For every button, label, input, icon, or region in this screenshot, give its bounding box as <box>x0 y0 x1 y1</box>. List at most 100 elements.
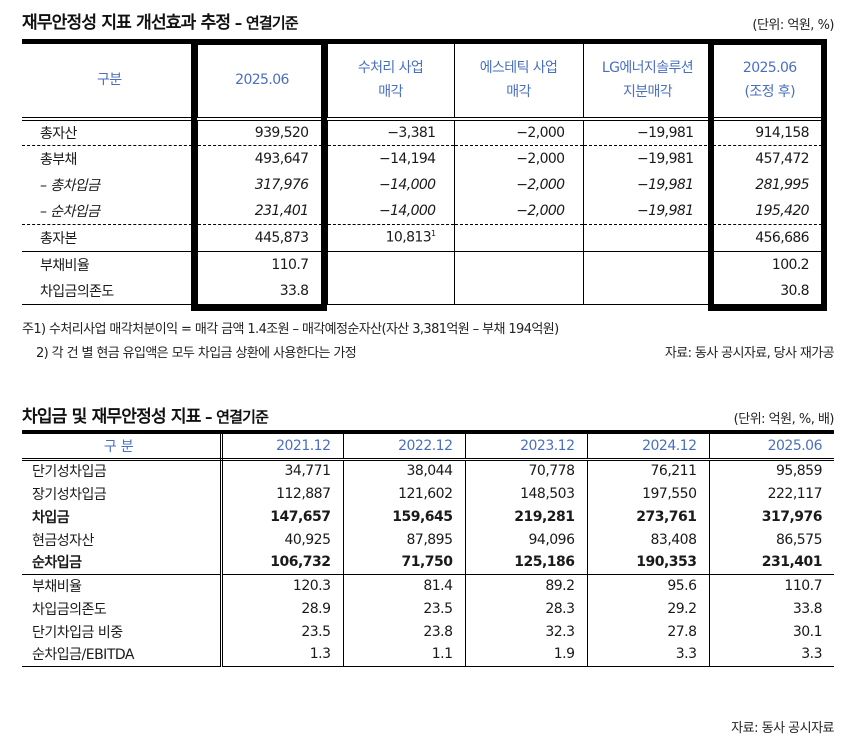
cell: −2,000 <box>453 171 583 198</box>
cell: 190,353 <box>586 551 709 575</box>
table-row: 장기성차입금 112,887 121,602 148,503 197,550 2… <box>22 482 834 505</box>
cell: 121,602 <box>342 482 465 505</box>
cell: 71,750 <box>342 551 465 575</box>
cell: 95.6 <box>586 574 709 597</box>
table1-notes: 주1) 수처리사업 매각처분이익 = 매각 금액 1.4조원 – 매각예정순자산… <box>22 318 835 366</box>
cell: 10,8131 <box>326 224 454 252</box>
table-row: 단기차입금 비중 23.5 23.8 32.3 27.8 30.1 <box>22 620 834 643</box>
table-row: 단기성차입금 34,771 38,044 70,778 76,211 95,85… <box>22 459 834 482</box>
table-row: 순차입금/EBITDA 1.3 1.1 1.9 3.3 3.3 <box>22 643 834 667</box>
cell: 30.1 <box>708 620 834 643</box>
cell: 40,925 <box>220 528 343 551</box>
header-lges-stake-sale: LG에너지솔루션 지분매각 <box>582 39 712 121</box>
borrowings-stability-table: 구분 2021.12 2022.12 2023.12 2024.12 2025.… <box>22 430 834 667</box>
header-2025-06-adjusted: 2025.06 (조정 후) <box>711 39 827 121</box>
table-row: 부채비율 110.7 100.2 <box>22 251 827 278</box>
table-row: 차입금 147,657 159,645 219,281 273,761 317,… <box>22 505 834 528</box>
table-row: – 순차입금 231,401 −14,000 −2,000 −19,981 19… <box>22 198 827 225</box>
header-2025-06: 2025.06 <box>196 39 327 121</box>
cell: 34,771 <box>220 459 343 482</box>
table-row: 현금성자산 40,925 87,895 94,096 83,408 86,575 <box>22 528 834 551</box>
table-row: 차입금의존도 28.9 23.5 28.3 29.2 33.8 <box>22 597 834 620</box>
cell: −3,381 <box>326 118 454 146</box>
table1-title: 재무안정성 지표 개선효과 추정 – 연결기준 <box>22 13 299 33</box>
row-label: 순차입금 <box>22 551 223 575</box>
cell: 89.2 <box>464 574 587 597</box>
cell: 125,186 <box>464 551 587 575</box>
cell: −19,981 <box>582 171 712 198</box>
row-label: 순차입금/EBITDA <box>22 643 223 667</box>
table2-header-row: 구분 2021.12 2022.12 2023.12 2024.12 2025.… <box>22 430 834 461</box>
cell: 939,520 <box>196 118 327 146</box>
table2-source: 자료: 동사 공시자료 <box>731 721 834 736</box>
cell: 112,887 <box>220 482 343 505</box>
cell: 70,778 <box>464 459 587 482</box>
cell: 197,550 <box>586 482 709 505</box>
header-2024-12: 2024.12 <box>586 430 709 461</box>
cell: 33.8 <box>196 277 327 305</box>
cell: 445,873 <box>196 224 327 252</box>
cell: 1.9 <box>464 643 587 667</box>
cell <box>453 224 583 252</box>
cell: 29.2 <box>586 597 709 620</box>
cell: 81.4 <box>342 574 465 597</box>
cell: 30.8 <box>711 277 827 305</box>
header-2021-12: 2021.12 <box>220 430 343 461</box>
cell <box>453 251 583 278</box>
table-row: 총부채 493,647 −14,194 −2,000 −19,981 457,4… <box>22 145 827 172</box>
cell: 76,211 <box>586 459 709 482</box>
note-2: 2) 각 건 별 현금 유입액은 모두 차입금 상환에 사용한다는 가정 <box>36 346 357 361</box>
table2-title-row: 차입금 및 재무안정성 지표 – 연결기준 (단위: 억원, %, 배) <box>22 402 835 427</box>
cell: −2,000 <box>453 198 583 225</box>
cell: 95,859 <box>708 459 834 482</box>
row-label: 총자본 <box>22 224 197 252</box>
cell: 219,281 <box>464 505 587 528</box>
cell: 317,976 <box>708 505 834 528</box>
row-label: 차입금의존도 <box>22 277 197 305</box>
row-label: 단기차입금 비중 <box>22 620 223 643</box>
cell <box>453 277 583 305</box>
table-row: 총자산 939,520 −3,381 −2,000 −19,981 914,15… <box>22 118 827 146</box>
cell: 120.3 <box>220 574 343 597</box>
cell: 87,895 <box>342 528 465 551</box>
cell: 110.7 <box>196 251 327 278</box>
cell: 148,503 <box>464 482 587 505</box>
cell: 222,117 <box>708 482 834 505</box>
cell: 28.3 <box>464 597 587 620</box>
cell: −19,981 <box>582 118 712 146</box>
cell: 27.8 <box>586 620 709 643</box>
header-aesthetic-sale: 에스테틱 사업 매각 <box>453 39 583 121</box>
cell: 231,401 <box>196 198 327 225</box>
cell: 106,732 <box>220 551 343 575</box>
cell: 86,575 <box>708 528 834 551</box>
footnote-mark: 1 <box>431 229 436 239</box>
row-label: – 총차입금 <box>40 177 100 194</box>
cell <box>582 277 712 305</box>
cell <box>582 224 712 252</box>
header-water-treatment-sale: 수처리 사업 매각 <box>326 39 454 121</box>
row-label: 차입금의존도 <box>22 597 223 620</box>
cell: −14,000 <box>326 171 454 198</box>
cell <box>582 251 712 278</box>
cell: 317,976 <box>196 171 327 198</box>
cell: 273,761 <box>586 505 709 528</box>
row-label: 부채비율 <box>40 257 90 274</box>
cell: 32.3 <box>464 620 587 643</box>
cell: −2,000 <box>453 118 583 146</box>
cell: 110.7 <box>708 574 834 597</box>
header-category: 구분 <box>22 39 197 121</box>
row-label: 장기성차입금 <box>22 482 223 505</box>
cell: −2,000 <box>453 145 583 172</box>
cell: 94,096 <box>464 528 587 551</box>
row-label: 단기성차입금 <box>22 459 223 482</box>
cell: 23.5 <box>342 597 465 620</box>
cell: 23.8 <box>342 620 465 643</box>
row-label: – 순차입금 <box>22 198 197 225</box>
header-category: 구분 <box>22 430 223 461</box>
cell: 914,158 <box>711 118 827 146</box>
header-2025-06: 2025.06 <box>708 430 834 461</box>
cell: 231,401 <box>708 551 834 575</box>
cell: 3.3 <box>586 643 709 667</box>
cell: 33.8 <box>708 597 834 620</box>
cell <box>326 277 454 305</box>
